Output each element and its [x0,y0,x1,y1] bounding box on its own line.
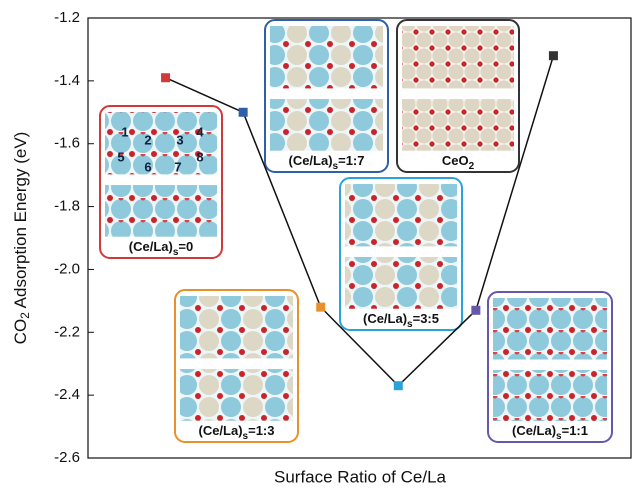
text-part: (Ce/La) [198,423,242,438]
x-axis-title: Surface Ratio of Ce/La [274,467,447,486]
inset-top [402,26,514,89]
inset-top [180,296,293,359]
point [238,107,248,117]
text-part: =1:7 [338,153,364,168]
site-label: 3 [176,132,183,147]
y-tick-label: -1.4 [54,72,80,89]
insets: (Ce/La)s=0(Ce/La)s=1:7(Ce/La)s=1:3(Ce/La… [99,19,613,443]
text-part: (Ce/La) [512,423,556,438]
site-label: 2 [144,132,151,147]
point [393,381,403,391]
subscript: 2 [469,161,475,172]
inset-top [270,26,383,89]
inset-label: (Ce/La)s=0 [129,239,193,257]
plot-frame [87,17,632,459]
site-label: 7 [174,159,181,174]
y-tick-label: -2.2 [54,323,80,340]
point [471,305,481,315]
text-part: =3:5 [413,311,439,326]
inset-label: CeO2 [442,153,475,171]
inset-bottom [402,99,514,151]
text-part: =0 [178,239,193,254]
inset-label: (Ce/La)s=1:1 [512,423,588,441]
text-part: Adsorption Energy (eV) [11,132,30,312]
site-label: 1 [121,124,128,139]
inset-bottom [493,370,607,421]
subscript: s [407,319,413,330]
y-tick-label: -2.0 [54,260,80,277]
inset-label: (Ce/La)s=1:7 [288,153,364,171]
text-part: (Ce/La) [288,153,332,168]
text-part: =1:3 [248,423,274,438]
subscript: s [556,431,562,442]
text-part: (Ce/La) [363,311,407,326]
point [548,51,558,61]
inset-bottom [270,99,383,151]
inset-label: (Ce/La)s=1:3 [198,423,274,441]
inset-bottom [180,369,293,421]
text-part: =1:1 [562,423,588,438]
inset-top [493,298,607,360]
text-part: CeO [442,153,469,168]
text-part: CO [11,319,30,345]
line [165,55,555,387]
y-tick-label: -1.8 [54,198,80,215]
y-tick-label: -1.6 [54,135,80,152]
site-label: 4 [196,124,204,139]
y-tick-label: -1.2 [54,9,80,26]
subscript: s [173,247,179,258]
text-part: (Ce/La) [129,239,173,254]
site-label: 8 [196,149,203,164]
point [161,73,171,83]
inset-label: (Ce/La)s=3:5 [363,311,439,329]
site-label: 5 [117,149,124,164]
site-label: 6 [144,159,151,174]
subscript: s [333,161,339,172]
subscript: s [243,431,249,442]
inset-top [105,112,217,175]
y-tick-label: -2.4 [54,386,80,403]
y-axis-title: CO2 Adsorption Energy (eV) [11,132,32,345]
inset-bottom [105,185,217,237]
y-tick-label: -2.6 [54,449,80,466]
inset-top [345,184,457,247]
point [316,302,326,312]
inset-bottom [345,257,457,309]
subscript: 2 [18,312,32,319]
